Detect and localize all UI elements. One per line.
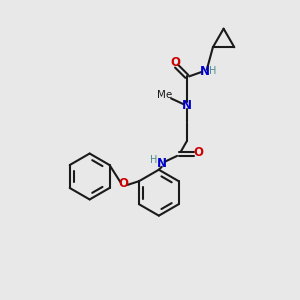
Text: N: N — [158, 157, 167, 170]
Text: H: H — [150, 155, 157, 165]
Text: O: O — [170, 56, 180, 69]
Text: O: O — [118, 177, 128, 190]
Text: N: N — [200, 65, 209, 79]
Text: O: O — [194, 146, 204, 159]
Text: H: H — [209, 66, 216, 76]
Text: Me: Me — [157, 90, 172, 100]
Text: N: N — [182, 99, 192, 112]
